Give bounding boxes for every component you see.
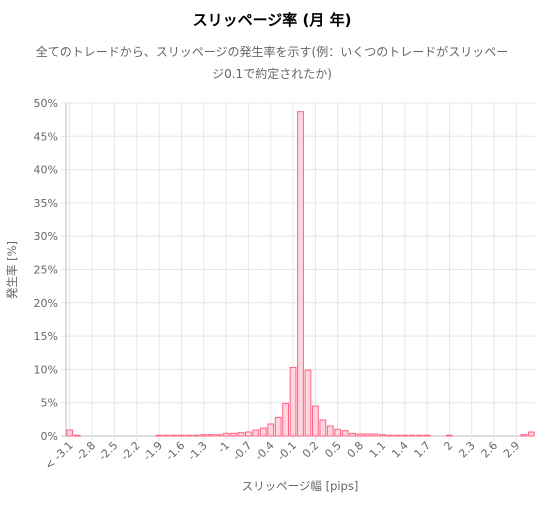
bar <box>356 433 364 437</box>
bar <box>386 434 394 437</box>
bar <box>244 431 252 437</box>
bar <box>274 416 282 437</box>
x-axis-title: スリッページ幅 [pips] <box>242 479 359 493</box>
y-axis-title: 発生率 [%] <box>5 241 19 299</box>
x-tick-label: -1.6 <box>163 439 187 463</box>
y-tick-label: 25% <box>34 264 58 277</box>
bar <box>66 429 74 437</box>
x-tick-label: -2.5 <box>96 439 120 463</box>
y-axis-ticks: 0% 5% 10% 15% 20% 25% 30% 35% 40% 45% 50% <box>34 97 58 443</box>
bar <box>73 434 81 437</box>
bar <box>170 434 178 437</box>
bar <box>401 434 409 437</box>
x-tick-label: -0.1 <box>275 439 299 463</box>
bar <box>334 428 342 437</box>
bar <box>163 434 170 437</box>
bar <box>282 402 290 437</box>
x-tick-label: -0.7 <box>230 439 254 463</box>
bar-series <box>66 111 535 437</box>
bar <box>304 369 312 437</box>
x-tick-label: 2.9 <box>501 439 523 461</box>
x-tick-label: -1.3 <box>185 439 209 463</box>
y-tick-label: 20% <box>34 297 58 310</box>
bar <box>252 429 260 437</box>
bar <box>416 434 424 437</box>
bar <box>192 434 200 437</box>
bar <box>207 434 215 437</box>
x-tick-label: -2.2 <box>118 439 142 463</box>
x-tick-label: -0.4 <box>252 439 276 463</box>
x-tick-label: 1.4 <box>389 439 411 461</box>
y-tick-label: 50% <box>34 97 58 110</box>
bar <box>230 432 237 437</box>
bar <box>341 430 349 437</box>
bar <box>527 431 535 437</box>
bar <box>371 433 379 437</box>
bar <box>177 434 185 437</box>
chart-title: スリッページ率 (月 年) <box>193 11 352 29</box>
x-tick-label: -1.9 <box>141 439 165 463</box>
y-tick-label: 35% <box>34 197 58 210</box>
bar <box>155 434 163 437</box>
bar <box>408 434 416 437</box>
bar <box>259 427 267 437</box>
x-tick-label: 2 <box>441 439 455 453</box>
bar <box>200 434 208 437</box>
bar <box>311 405 319 437</box>
x-tick-label: 0.8 <box>345 439 367 461</box>
bar <box>378 434 386 437</box>
bar <box>520 434 528 437</box>
bar <box>215 434 223 437</box>
bar <box>297 111 304 437</box>
bar <box>364 433 371 437</box>
x-tick-label: < -3.1 <box>42 439 75 472</box>
y-tick-label: 10% <box>34 363 58 376</box>
bar <box>319 419 327 437</box>
x-tick-label: -2.8 <box>74 439 98 463</box>
bar <box>326 425 334 437</box>
chart-subtitle-line-1: 全てのトレードから、スリッページの発生率を示す(例：いくつのトレードがスリッペー <box>36 44 508 59</box>
bar <box>393 434 401 437</box>
x-axis-ticks: < -3.1-2.8-2.5-2.2-1.9-1.6-1.3 -1-0.7-0.4… <box>42 439 522 472</box>
x-tick-label: 2.3 <box>456 439 478 461</box>
bar <box>289 366 297 437</box>
x-tick-label: 1.1 <box>367 439 389 461</box>
y-tick-label: 40% <box>34 164 58 177</box>
chart-subtitle-line-2: ジ0.1で約定されたか) <box>212 66 332 81</box>
bar <box>423 434 431 437</box>
bar <box>222 432 230 437</box>
bar <box>349 432 357 437</box>
y-tick-label: 5% <box>41 397 58 410</box>
bar <box>445 434 453 437</box>
y-tick-label: 15% <box>34 330 58 343</box>
y-tick-label: 30% <box>34 230 58 243</box>
bar <box>185 434 193 437</box>
y-tick-label: 45% <box>34 130 58 143</box>
y-tick-label: 0% <box>41 430 58 443</box>
bar <box>237 432 245 437</box>
x-tick-label: 2.6 <box>479 439 501 461</box>
bar <box>267 423 275 437</box>
x-tick-label: 0.5 <box>322 439 344 461</box>
x-tick-label: 1.7 <box>412 439 434 461</box>
x-tick-label: 0.2 <box>300 439 322 461</box>
grid-lines <box>61 102 535 441</box>
